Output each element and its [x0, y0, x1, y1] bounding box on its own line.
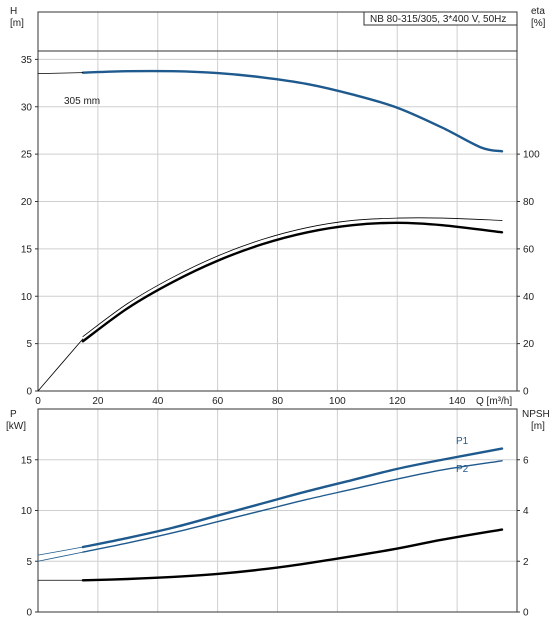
bottom-series-group: [37, 447, 504, 582]
top-right-axis-unit: [%]: [531, 18, 546, 29]
bot-right-tick-4: 4: [523, 506, 529, 517]
top-left-axis-unit: [m]: [10, 18, 24, 29]
top-series-curve-1: [37, 72, 84, 74]
bot-series-p1: [81, 447, 504, 549]
top-gridlines: [38, 12, 517, 391]
bot-right-tick-0: 0: [523, 608, 529, 619]
top-left-tick-0: 0: [26, 387, 32, 398]
bot-right-tick-2: 2: [523, 557, 529, 568]
top-left-tick-30: 30: [21, 102, 33, 113]
top-left-axis-name: H: [10, 6, 17, 17]
top-series-group: [37, 69, 504, 392]
top-series-curve-3: [81, 221, 504, 343]
top-series-curve-2: [82, 217, 503, 337]
top-right-tick-40: 40: [523, 292, 535, 303]
top-right-tick-100: 100: [523, 150, 540, 161]
bot-right-tick-6: 6: [523, 455, 529, 466]
bot-left-tick-15: 15: [21, 455, 33, 466]
top-x-tick-20: 20: [92, 396, 104, 407]
bot-series-curve-1: [37, 546, 84, 556]
top-x-tick-60: 60: [212, 396, 224, 407]
bot-left-tick-5: 5: [26, 557, 32, 568]
series-label-p2: P2: [456, 464, 469, 475]
bot-left-tick-0: 0: [26, 608, 32, 619]
top-right-tick-80: 80: [523, 197, 535, 208]
top-series-curve-4: [37, 338, 84, 392]
top-left-tick-5: 5: [26, 339, 32, 350]
top-left-tick-15: 15: [21, 244, 33, 255]
bot-series-curve-4: [81, 528, 504, 582]
top-right-axis-name: eta: [531, 6, 545, 17]
top-x-tick-140: 140: [449, 396, 466, 407]
bot-left-tick-10: 10: [21, 506, 33, 517]
top-right-tick-60: 60: [523, 244, 535, 255]
bottom-right-axis-name: NPSH: [522, 409, 550, 420]
top-x-tick-80: 80: [272, 396, 284, 407]
bot-series-curve-3: [37, 551, 84, 562]
bottom-tick-labels: 0 5 10 15 0 2 4 6: [21, 455, 529, 618]
top-left-tick-35: 35: [21, 55, 33, 66]
bottom-gridlines: [38, 409, 517, 612]
bot-series-p2: [82, 460, 503, 553]
bottom-left-axis-unit: [kW]: [6, 421, 26, 432]
top-right-tick-20: 20: [523, 339, 535, 350]
top-left-tick-10: 10: [21, 292, 33, 303]
top-x-tick-100: 100: [329, 396, 346, 407]
top-series-305-mm: [81, 69, 504, 153]
bottom-left-axis-name: P: [10, 409, 17, 420]
top-left-tick-20: 20: [21, 197, 33, 208]
x-axis-title: Q [m³/h]: [476, 396, 512, 407]
chart-title: NB 80-315/305, 3*400 V, 50Hz: [370, 14, 506, 25]
top-left-tick-25: 25: [21, 150, 33, 161]
top-right-tick-0: 0: [523, 387, 529, 398]
series-label-p1: P1: [456, 436, 469, 447]
top-x-tick-40: 40: [152, 396, 164, 407]
top-x-tick-0: 0: [35, 396, 41, 407]
bottom-right-axis-unit: [m]: [531, 421, 545, 432]
top-tick-labels: 0 5 10 15 20 25 30 35 0 20 40 60 80 100 0 20 40 60 80 100 12…: [21, 55, 540, 407]
series-label-305mm: 305 mm: [64, 96, 100, 107]
top-x-tick-120: 120: [389, 396, 406, 407]
title-box: [363, 11, 518, 26]
